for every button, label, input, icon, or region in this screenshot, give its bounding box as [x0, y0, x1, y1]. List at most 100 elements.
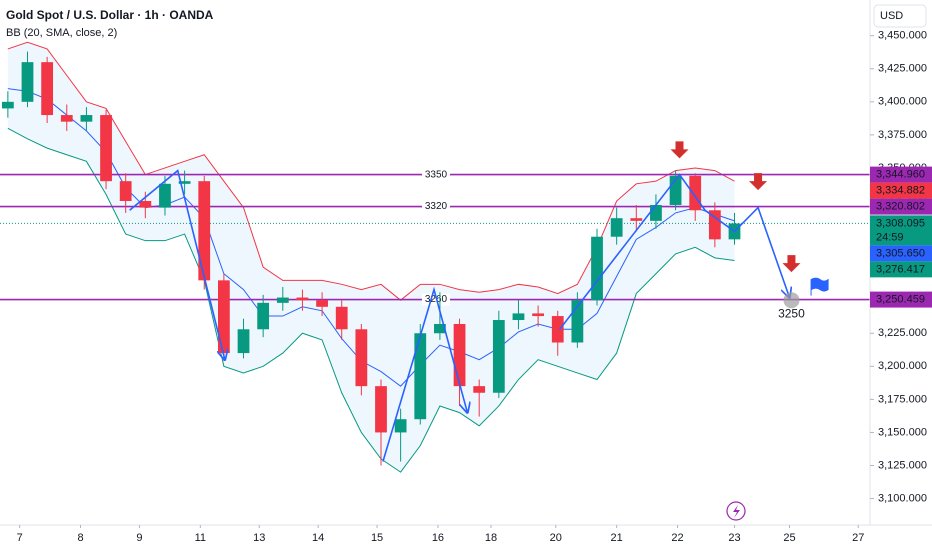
- x-tick-label: 22: [671, 532, 683, 544]
- candle-body: [394, 419, 407, 433]
- price-label: 3,320.802: [876, 201, 925, 213]
- candle-body: [21, 62, 34, 102]
- price-label: 3,305.650: [876, 247, 925, 259]
- candle-body: [630, 218, 643, 221]
- price-label: 3,344.960: [876, 169, 925, 181]
- y-tick-label: 3,425.000: [878, 63, 927, 75]
- candle-body: [355, 329, 368, 387]
- candle-body: [375, 386, 387, 433]
- currency-label[interactable]: USD: [880, 10, 903, 22]
- x-tick-label: 27: [852, 532, 864, 544]
- y-tick-label: 3,100.000: [878, 492, 927, 504]
- x-tick-label: 18: [485, 532, 497, 544]
- target-label: 3250: [778, 306, 805, 320]
- price-label-bg: [870, 291, 932, 308]
- candle-body: [708, 210, 721, 240]
- candle-body: [41, 62, 54, 116]
- candle-body: [257, 302, 270, 330]
- candle-body: [316, 300, 328, 307]
- down-arrow: [782, 255, 801, 273]
- y-tick-label: 3,150.000: [878, 426, 927, 438]
- candle-body: [591, 236, 603, 301]
- price-label-bg: [870, 215, 932, 246]
- candle-body: [610, 218, 623, 237]
- x-tick-label: 9: [136, 532, 142, 544]
- candle-body: [198, 181, 211, 281]
- trend-drawing: [559, 173, 790, 330]
- candle-body: [414, 333, 427, 420]
- candle-body: [551, 316, 564, 343]
- y-tick-label: 3,125.000: [878, 459, 927, 471]
- candle-body: [80, 115, 93, 122]
- candle-body: [492, 320, 505, 393]
- candle-body: [434, 323, 446, 334]
- price-label-bg: [870, 166, 932, 183]
- y-tick-label: 3,225.000: [878, 327, 927, 339]
- candle-body: [512, 313, 525, 321]
- candle-body: [1, 101, 14, 109]
- flag: [810, 277, 829, 296]
- down-arrow: [670, 141, 689, 159]
- y-tick-label: 3,175.000: [878, 393, 927, 405]
- x-tick-label: 21: [611, 532, 623, 544]
- trend-drawing: [129, 169, 225, 360]
- candle-body: [178, 181, 191, 184]
- candle-body: [276, 297, 289, 303]
- candle-body: [473, 386, 486, 393]
- lightning: [733, 505, 740, 518]
- x-tick-label: 16: [432, 532, 444, 544]
- x-tick-label: 14: [312, 532, 324, 544]
- x-tick-label: 23: [728, 532, 740, 544]
- trend-drawing: [382, 286, 467, 462]
- chart-title: Gold Spot / U.S. Dollar · 1h · OANDA: [6, 8, 214, 22]
- currency-button[interactable]: [873, 4, 927, 28]
- candle-body: [453, 323, 466, 387]
- line-label-bg: [421, 168, 450, 181]
- down-arrow: [749, 173, 768, 191]
- x-tick-label: 8: [77, 532, 83, 544]
- candle-body: [689, 175, 702, 211]
- candle-body: [60, 115, 73, 122]
- band-line: [7, 41, 735, 301]
- candle-body: [650, 204, 662, 221]
- candle-body: [159, 183, 171, 208]
- candle-body: [100, 115, 112, 182]
- candle-body: [296, 297, 309, 301]
- line-label: 3320: [425, 201, 448, 212]
- price-label: 3,250.459: [876, 293, 925, 305]
- y-tick-label: 3,450.000: [878, 30, 927, 42]
- price-label: 3,308.095: [876, 217, 925, 229]
- price-label-bg: [870, 245, 932, 262]
- candle-body: [532, 313, 544, 317]
- x-tick-label: 11: [195, 532, 206, 544]
- price-label-bg: [870, 261, 932, 278]
- candle-body: [669, 175, 682, 205]
- target-circle: [783, 292, 800, 309]
- candle-body: [139, 201, 152, 208]
- candle-body: [217, 280, 230, 354]
- x-tick-label: 20: [550, 532, 562, 544]
- candle-body: [237, 329, 250, 354]
- candle-body: [119, 181, 132, 202]
- price-label: 3,276.417: [876, 263, 925, 275]
- price-label-bg: [870, 198, 932, 215]
- price-axis: 3,100.000 3,125.000 3,150.000 3,175.000 3,20…: [870, 30, 932, 504]
- band-line: [7, 127, 735, 473]
- price-label-bg: [870, 182, 932, 199]
- y-tick-label: 3,400.000: [878, 96, 927, 108]
- y-tick-label: 3,375.000: [878, 129, 927, 141]
- x-tick-label: 7: [17, 532, 23, 544]
- line-label-bg: [421, 200, 450, 213]
- candle-body: [335, 306, 348, 330]
- y-tick-label: 3,200.000: [878, 360, 927, 372]
- candle-body: [571, 300, 584, 343]
- x-tick-label: 15: [371, 532, 383, 544]
- countdown: 24:59: [876, 231, 904, 243]
- indicator-label: BB (20, SMA, close, 2): [6, 27, 117, 39]
- price-label: 3,334.882: [876, 185, 925, 197]
- x-tick-label: 25: [783, 532, 795, 544]
- line-label: 3350: [425, 169, 448, 180]
